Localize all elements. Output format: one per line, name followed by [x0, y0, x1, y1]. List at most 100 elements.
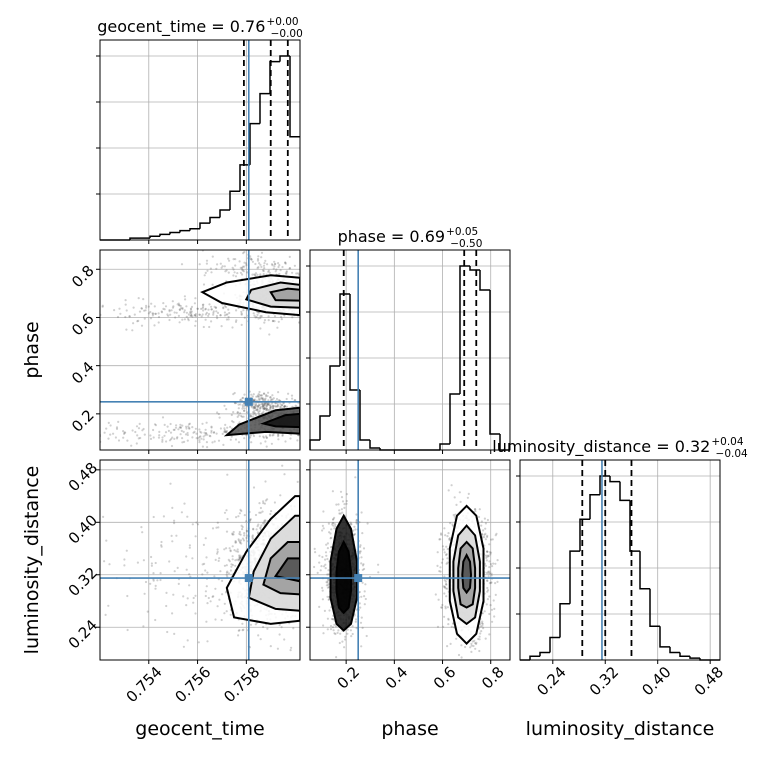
scatter-point	[491, 538, 494, 541]
scatter-point	[340, 496, 344, 499]
scatter-point	[253, 314, 256, 317]
scatter-point	[302, 551, 304, 553]
scatter-point	[285, 397, 288, 401]
scatter-point	[210, 425, 213, 428]
scatter-point	[438, 538, 441, 541]
scatter-point	[355, 521, 358, 524]
scatter-point	[219, 314, 222, 317]
scatter-point	[304, 416, 306, 418]
scatter-point	[237, 403, 240, 406]
scatter-point	[210, 429, 213, 432]
scatter-point	[439, 570, 442, 573]
scatter-point	[282, 402, 285, 405]
scatter-point	[334, 523, 337, 526]
scatter-point	[259, 506, 262, 510]
scatter-point	[332, 629, 335, 632]
scatter-point	[241, 415, 244, 418]
scatter-point	[345, 499, 348, 503]
scatter-point	[485, 556, 488, 560]
scatter-point	[254, 316, 257, 319]
scatter-point	[333, 632, 336, 635]
scatter-point	[175, 311, 178, 314]
scatter-point	[330, 320, 332, 322]
scatter-point	[212, 595, 215, 598]
scatter-point	[48, 315, 50, 317]
scatter-point	[263, 403, 266, 406]
scatter-point	[268, 404, 271, 407]
scatter-point	[257, 406, 260, 409]
scatter-point	[240, 312, 243, 315]
scatter-point	[279, 402, 282, 405]
scatter-point	[206, 269, 209, 272]
scatter-point	[184, 298, 187, 301]
scatter-point	[183, 295, 186, 298]
scatter-point	[198, 439, 201, 442]
scatter-point	[305, 582, 307, 584]
scatter-point	[221, 432, 224, 435]
scatter-point	[454, 513, 457, 516]
scatter-point	[154, 561, 157, 565]
scatter-point	[317, 620, 319, 622]
scatter-point	[143, 592, 146, 595]
scatter-point	[243, 250, 246, 254]
scatter-point	[137, 319, 140, 322]
scatter-point	[315, 579, 317, 581]
scatter-point	[305, 282, 307, 284]
scatter-point	[329, 436, 331, 438]
scatter-point	[175, 437, 179, 440]
scatter-point	[360, 556, 363, 559]
scatter-point	[257, 266, 260, 269]
scatter-point	[484, 637, 487, 640]
scatter-point	[301, 575, 303, 577]
scatter-point	[260, 265, 263, 268]
scatter-point	[194, 535, 197, 538]
scatter-point	[455, 637, 458, 640]
scatter-point	[205, 262, 208, 265]
scatter-point	[301, 286, 303, 288]
scatter-point	[475, 641, 478, 644]
scatter-point	[197, 641, 200, 644]
scatter-point	[261, 396, 264, 399]
scatter-point	[351, 425, 353, 427]
scatter-point	[335, 429, 337, 431]
scatter-point	[307, 516, 309, 518]
scatter-point	[471, 640, 474, 643]
scatter-point	[227, 572, 230, 575]
scatter-point	[317, 566, 319, 568]
scatter-point	[376, 313, 378, 315]
scatter-point	[481, 532, 484, 536]
scatter-point	[265, 409, 268, 412]
scatter-point	[305, 297, 307, 299]
scatter-point	[274, 405, 277, 408]
scatter-point	[302, 569, 304, 571]
scatter-point	[302, 577, 304, 579]
scatter-point	[238, 558, 241, 561]
scatter-point	[162, 515, 165, 518]
scatter-point	[262, 392, 266, 395]
scatter-point	[144, 309, 147, 312]
scatter-point	[138, 422, 141, 425]
scatter-point	[107, 437, 110, 440]
scatter-point	[241, 405, 245, 408]
scatter-point	[359, 545, 362, 549]
scatter-point	[252, 312, 255, 315]
scatter-point	[251, 260, 254, 263]
scatter-point	[235, 550, 238, 553]
scatter-point	[136, 320, 139, 323]
scatter-point	[136, 434, 139, 437]
scatter-point	[446, 557, 449, 560]
scatter-point	[126, 439, 129, 442]
scatter-point	[290, 394, 294, 397]
scatter-point	[483, 610, 486, 613]
scatter-point	[481, 620, 484, 623]
scatter-point	[374, 316, 376, 318]
scatter-point	[332, 618, 335, 621]
scatter-point	[310, 562, 312, 564]
scatter-point	[231, 563, 234, 567]
scatter-point	[313, 595, 315, 597]
scatter-point	[305, 289, 307, 291]
scatter-point	[152, 579, 155, 582]
scatter-point	[447, 489, 450, 492]
scatter-point	[202, 543, 205, 547]
scatter-point	[322, 527, 325, 530]
